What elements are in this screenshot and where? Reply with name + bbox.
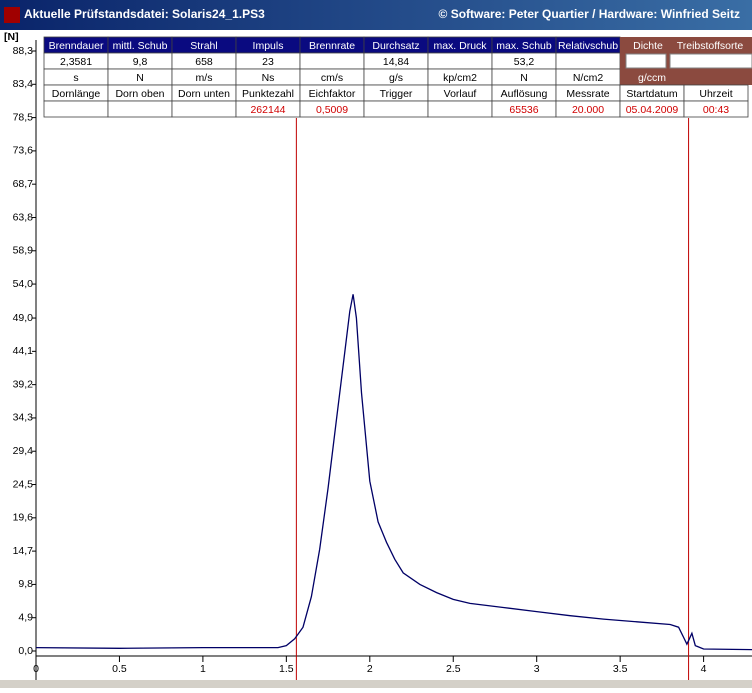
value: 2,3581 <box>60 56 92 68</box>
density-input <box>625 53 667 69</box>
x-tick-label: 1.5 <box>279 663 294 675</box>
unit: g/s <box>389 72 403 84</box>
unit: s <box>73 72 78 84</box>
status-bar <box>0 680 752 688</box>
header2: Uhrzeit <box>699 88 732 100</box>
y-tick-label: 14,7 <box>13 545 34 557</box>
unit: m/s <box>196 72 213 84</box>
header2: Dorn oben <box>115 88 164 100</box>
header: Strahl <box>190 40 217 52</box>
x-tick-label: 0 <box>33 663 39 675</box>
y-tick-label: 63,8 <box>13 211 34 223</box>
unit: N <box>136 72 144 84</box>
header2: Dorn unten <box>178 88 230 100</box>
header: max. Schub <box>496 40 552 52</box>
header2: Startdatum <box>626 88 678 100</box>
x-tick-label: 3 <box>534 663 540 675</box>
side-header: Treibstoffsorte <box>677 40 744 52</box>
header2: Dornlänge <box>52 88 101 100</box>
value: 9,8 <box>133 56 148 68</box>
thrust-line <box>35 294 752 651</box>
unit: cm/s <box>321 72 343 84</box>
value2: 20.000 <box>572 104 604 116</box>
y-tick-label: 44,1 <box>13 345 34 357</box>
header2: Vorlauf <box>444 88 477 100</box>
value-cell <box>427 52 493 70</box>
header2: Messrate <box>566 88 609 100</box>
header: mittl. Schub <box>113 40 168 52</box>
y-tick-label: 9,8 <box>18 578 33 590</box>
y-tick-label: 73,6 <box>13 145 34 157</box>
header2: Eichfaktor <box>309 88 356 100</box>
side-unit: g/ccm <box>638 72 666 84</box>
y-tick-label: 0,0 <box>18 645 33 657</box>
value2: 262144 <box>250 104 285 116</box>
value: 23 <box>262 56 274 68</box>
header2: Punktezahl <box>242 88 294 100</box>
y-tick-label: 78,5 <box>13 111 34 123</box>
y-tick-label: 88,3 <box>13 45 34 57</box>
header2: Auflösung <box>501 88 548 100</box>
y-tick-label: 29,4 <box>13 445 34 457</box>
y-tick-label: 83,4 <box>13 78 34 90</box>
value2-cell <box>107 100 173 118</box>
unit: N/cm2 <box>573 72 603 84</box>
header: Brennrate <box>309 40 355 52</box>
app-icon <box>4 7 20 23</box>
x-tick-label: 2.5 <box>446 663 461 675</box>
y-tick-label: 34,3 <box>13 412 34 424</box>
value2-cell <box>171 100 237 118</box>
x-tick-label: 4 <box>701 663 707 675</box>
value2: 0,5009 <box>316 104 348 116</box>
value: 53,2 <box>514 56 535 68</box>
y-tick-label: 54,0 <box>13 278 34 290</box>
value-cell <box>299 52 365 70</box>
y-tick-label: 49,0 <box>13 312 34 324</box>
x-tick-label: 3.5 <box>613 663 628 675</box>
y-axis-label: [N] <box>4 31 19 43</box>
window-title: Aktuelle Prüfstandsdatei: Solaris24_1.PS… <box>24 7 265 21</box>
unit: Ns <box>262 72 275 84</box>
header: Relativschub <box>558 40 618 52</box>
value2: 05.04.2009 <box>626 104 679 116</box>
y-tick-label: 68,7 <box>13 178 34 190</box>
y-tick-label: 24,5 <box>13 478 34 490</box>
x-tick-label: 2 <box>367 663 373 675</box>
header: Durchsatz <box>372 40 419 52</box>
side-header: Dichte <box>633 40 663 52</box>
value2-cell <box>363 100 429 118</box>
header: max. Druck <box>433 40 487 52</box>
header: Brenndauer <box>49 40 104 52</box>
unit: kp/cm2 <box>443 72 477 84</box>
value-cell <box>555 52 621 70</box>
unit: N <box>520 72 528 84</box>
x-tick-label: 0.5 <box>112 663 127 675</box>
y-tick-label: 19,6 <box>13 512 34 524</box>
value2-cell <box>43 100 109 118</box>
header2: Trigger <box>380 88 413 100</box>
propellant-input <box>669 53 752 69</box>
y-tick-label: 4,9 <box>18 611 33 623</box>
title-bar <box>0 0 752 30</box>
value2-cell <box>427 100 493 118</box>
value2: 00:43 <box>703 104 729 116</box>
value2-cell <box>683 100 749 118</box>
x-tick-label: 1 <box>200 663 206 675</box>
header: Impuls <box>253 40 284 52</box>
value2: 65536 <box>509 104 538 116</box>
window-credits: © Software: Peter Quartier / Hardware: W… <box>439 7 740 21</box>
value: 14,84 <box>383 56 409 68</box>
y-tick-label: 39,2 <box>13 378 34 390</box>
y-tick-label: 58,9 <box>13 245 34 257</box>
value: 658 <box>195 56 213 68</box>
